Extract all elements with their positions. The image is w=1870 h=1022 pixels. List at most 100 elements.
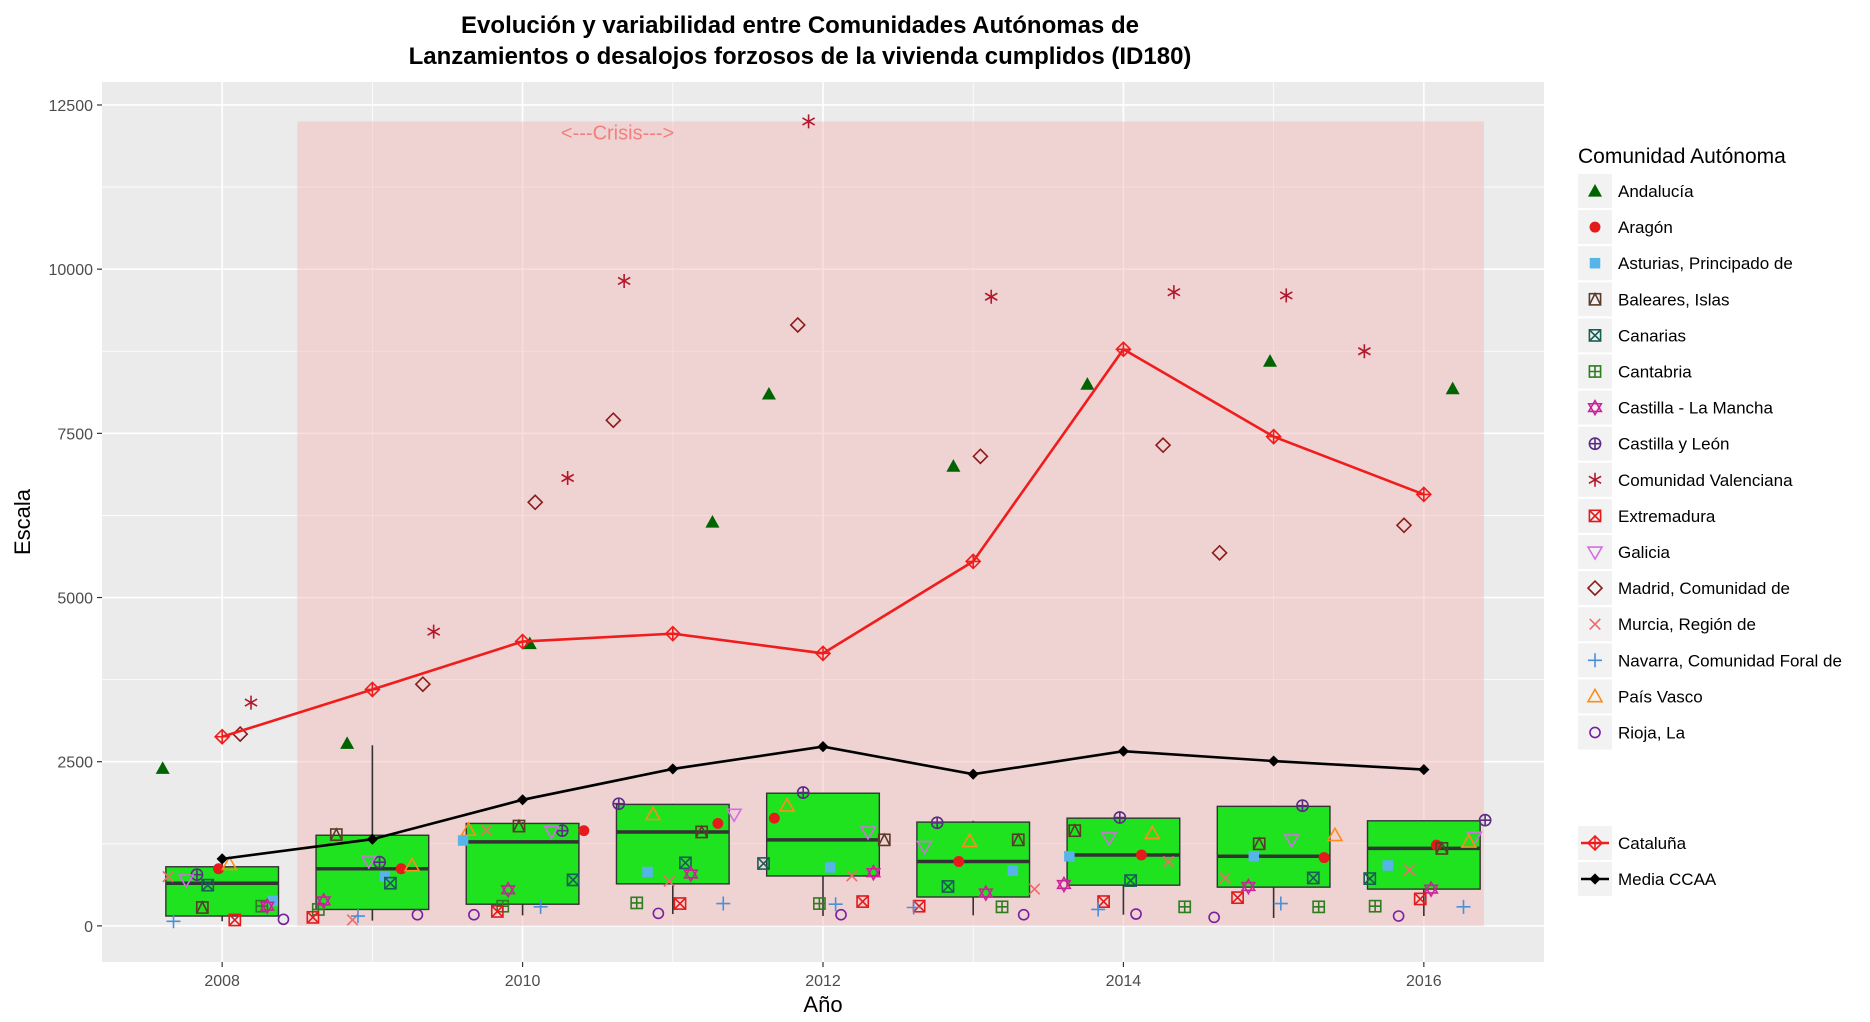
data-point [1263,354,1278,367]
data-point [1167,285,1181,300]
legend-title: Comunidad Autónoma [1578,145,1786,168]
line-point [1265,428,1282,445]
data-point [533,899,548,914]
data-point [1296,799,1309,813]
box-body [315,834,430,911]
data-point [716,896,731,911]
data-point [605,412,622,429]
data-point [1460,833,1478,848]
line-point [364,681,381,698]
data-point [757,857,770,870]
data-point [705,515,720,528]
data-point [1318,852,1330,864]
data-point [340,736,355,749]
line-point [667,763,679,775]
data-point [972,448,989,465]
grid [102,82,1544,962]
line-point [814,645,832,662]
data-point [1413,892,1427,906]
legend-key [1586,546,1604,561]
legend-key-bg [1578,390,1612,425]
data-point [644,805,662,821]
data-point [877,832,891,847]
legend-key [1588,291,1602,306]
legend-label: Asturias, Principado de [1618,254,1793,273]
data-point [1382,860,1394,871]
data-point [1231,891,1244,905]
data-point [1363,872,1377,885]
legend-label: Castilla y León [1618,435,1730,454]
data-point [1357,344,1371,359]
data-point [961,832,978,848]
data-point [679,856,692,870]
data-point [403,856,421,872]
data-point [1100,832,1118,847]
data-point [946,459,961,472]
line-point [664,625,681,642]
data-point [316,892,332,910]
data-point [1423,880,1439,898]
data-point [1080,377,1095,390]
data-point [802,114,816,129]
legend-label: Cantabria [1618,363,1692,382]
data-point [1435,840,1449,855]
data-point [228,913,242,927]
line-point [1117,745,1130,757]
data-point [1143,824,1161,840]
x-tick-label: 2016 [1406,973,1442,990]
data-point [612,797,626,811]
data-point [995,900,1009,914]
data-point [267,895,278,907]
data-point [642,866,653,878]
data-point [1312,900,1326,914]
data-point [673,897,687,910]
data-point [383,876,397,890]
data-point [460,821,477,837]
legend-key-bg [1578,715,1612,750]
legend-label: Madrid, Comunidad de [1618,579,1790,598]
legend-key-bg [1578,679,1612,714]
legend-key [1589,618,1601,631]
legend-key [1589,726,1601,739]
data-point [1283,834,1301,849]
line-point [216,853,228,865]
legend-key-bg [1578,282,1612,317]
data-point [395,863,407,875]
data-point [865,864,882,882]
data-point [543,825,560,840]
data-point [916,840,933,855]
data-point [695,824,709,839]
data-point [1403,864,1416,876]
legend-key [1588,328,1602,342]
data-point [1456,899,1471,914]
data-point [480,824,493,836]
data-point [1091,902,1106,917]
data-point [778,797,796,812]
data-point [259,897,275,915]
legend-key [1589,221,1601,233]
data-point [360,855,378,870]
line-point [214,728,231,745]
x-tick-label: 2012 [805,973,841,990]
data-point [930,816,944,830]
data-point [953,856,965,867]
data-point [789,316,806,334]
data-point [468,908,480,921]
data-point [162,870,174,883]
legend-label: Castilla - La Mancha [1618,399,1774,418]
data-point [1097,895,1110,908]
line-point [1415,486,1432,503]
data-point [277,913,290,926]
legend-key [1588,509,1602,523]
crisis-band-layer: <---Crisis---> [297,121,1484,926]
data-point [561,471,575,485]
data-point [768,812,780,824]
box-body [465,822,580,905]
legend-key-bg [1578,535,1612,569]
line-point [817,740,829,753]
line-point [1418,763,1430,776]
data-point [213,863,225,875]
legend-key [1587,399,1603,417]
legend-label: Navarra, Comunidad Foral de [1618,651,1842,670]
